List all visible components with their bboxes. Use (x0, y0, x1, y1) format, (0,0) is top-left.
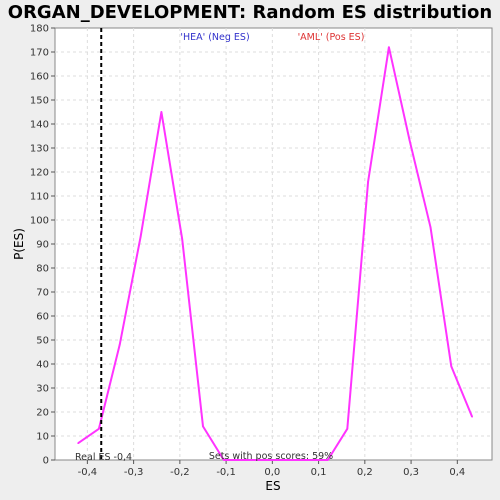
data-point (429, 226, 432, 228)
x-tick-label: 0,3 (403, 467, 419, 478)
data-point (450, 365, 453, 368)
y-tick-label: 150 (30, 96, 49, 107)
data-point (388, 46, 390, 48)
x-tick-label: 0,4 (449, 467, 465, 478)
data-point (299, 459, 301, 461)
y-tick-label: 100 (30, 216, 49, 227)
y-tick-label: 30 (36, 384, 49, 395)
y-tick-label: 60 (36, 312, 49, 323)
y-tick-label: 110 (30, 192, 49, 203)
data-point (202, 425, 204, 428)
series-layer (77, 46, 474, 461)
y-tick-label: 40 (36, 360, 49, 371)
y-axis-label: P(ES) (12, 228, 26, 260)
data-point (181, 238, 183, 240)
y-tick-label: 0 (43, 456, 49, 467)
pos-es-label: 'AML' (Pos ES) (298, 32, 365, 43)
y-tick-label: 170 (30, 48, 49, 59)
data-point (243, 459, 246, 461)
y-tick-label: 180 (30, 24, 49, 35)
x-axis-ticks: -0,4 -0,3 -0,2 -0,1 0,0 0,1 0,2 0,3 0,4 (78, 460, 465, 478)
x-tick-label: -0,3 (124, 467, 144, 478)
data-point (346, 428, 349, 430)
y-tick-label: 120 (30, 168, 49, 179)
y-tick-label: 130 (30, 144, 49, 155)
data-point (222, 459, 225, 461)
real-es-label: Real ES -0,4 (75, 452, 132, 463)
neg-es-label: 'HEA' (Neg ES) (180, 32, 249, 43)
y-tick-label: 10 (36, 432, 49, 443)
data-point (327, 459, 329, 461)
data-point (271, 459, 274, 461)
data-point (77, 442, 79, 445)
x-tick-label: -0,4 (78, 467, 98, 478)
x-tick-label: 0,2 (357, 467, 373, 478)
y-tick-label: 80 (36, 264, 49, 275)
y-tick-label: 50 (36, 336, 49, 347)
y-tick-label: 20 (36, 408, 49, 419)
data-point (118, 344, 121, 346)
x-tick-label: -0,2 (170, 467, 190, 478)
data-point (471, 416, 473, 418)
data-point (408, 140, 411, 142)
grid-lines (55, 28, 492, 460)
y-tick-label: 140 (30, 120, 49, 131)
sets-pos-label: Sets with pos scores: 59% (209, 451, 333, 462)
chart-title: ORGAN_DEVELOPMENT: Random ES distributio… (8, 2, 492, 23)
x-axis-label: ES (265, 479, 280, 493)
data-point (367, 180, 369, 183)
data-point (139, 236, 142, 238)
x-tick-label: 0,1 (311, 467, 327, 478)
data-point (98, 428, 100, 430)
y-tick-label: 70 (36, 288, 49, 299)
x-tick-label: 0,0 (264, 467, 280, 478)
data-point (160, 111, 163, 113)
y-tick-label: 90 (36, 240, 49, 251)
y-tick-label: 160 (30, 72, 49, 83)
x-tick-label: -0,1 (216, 467, 236, 478)
y-axis-ticks: 0 10 20 30 40 50 60 70 80 90 100 110 120 130 140 150 160… (30, 24, 55, 467)
